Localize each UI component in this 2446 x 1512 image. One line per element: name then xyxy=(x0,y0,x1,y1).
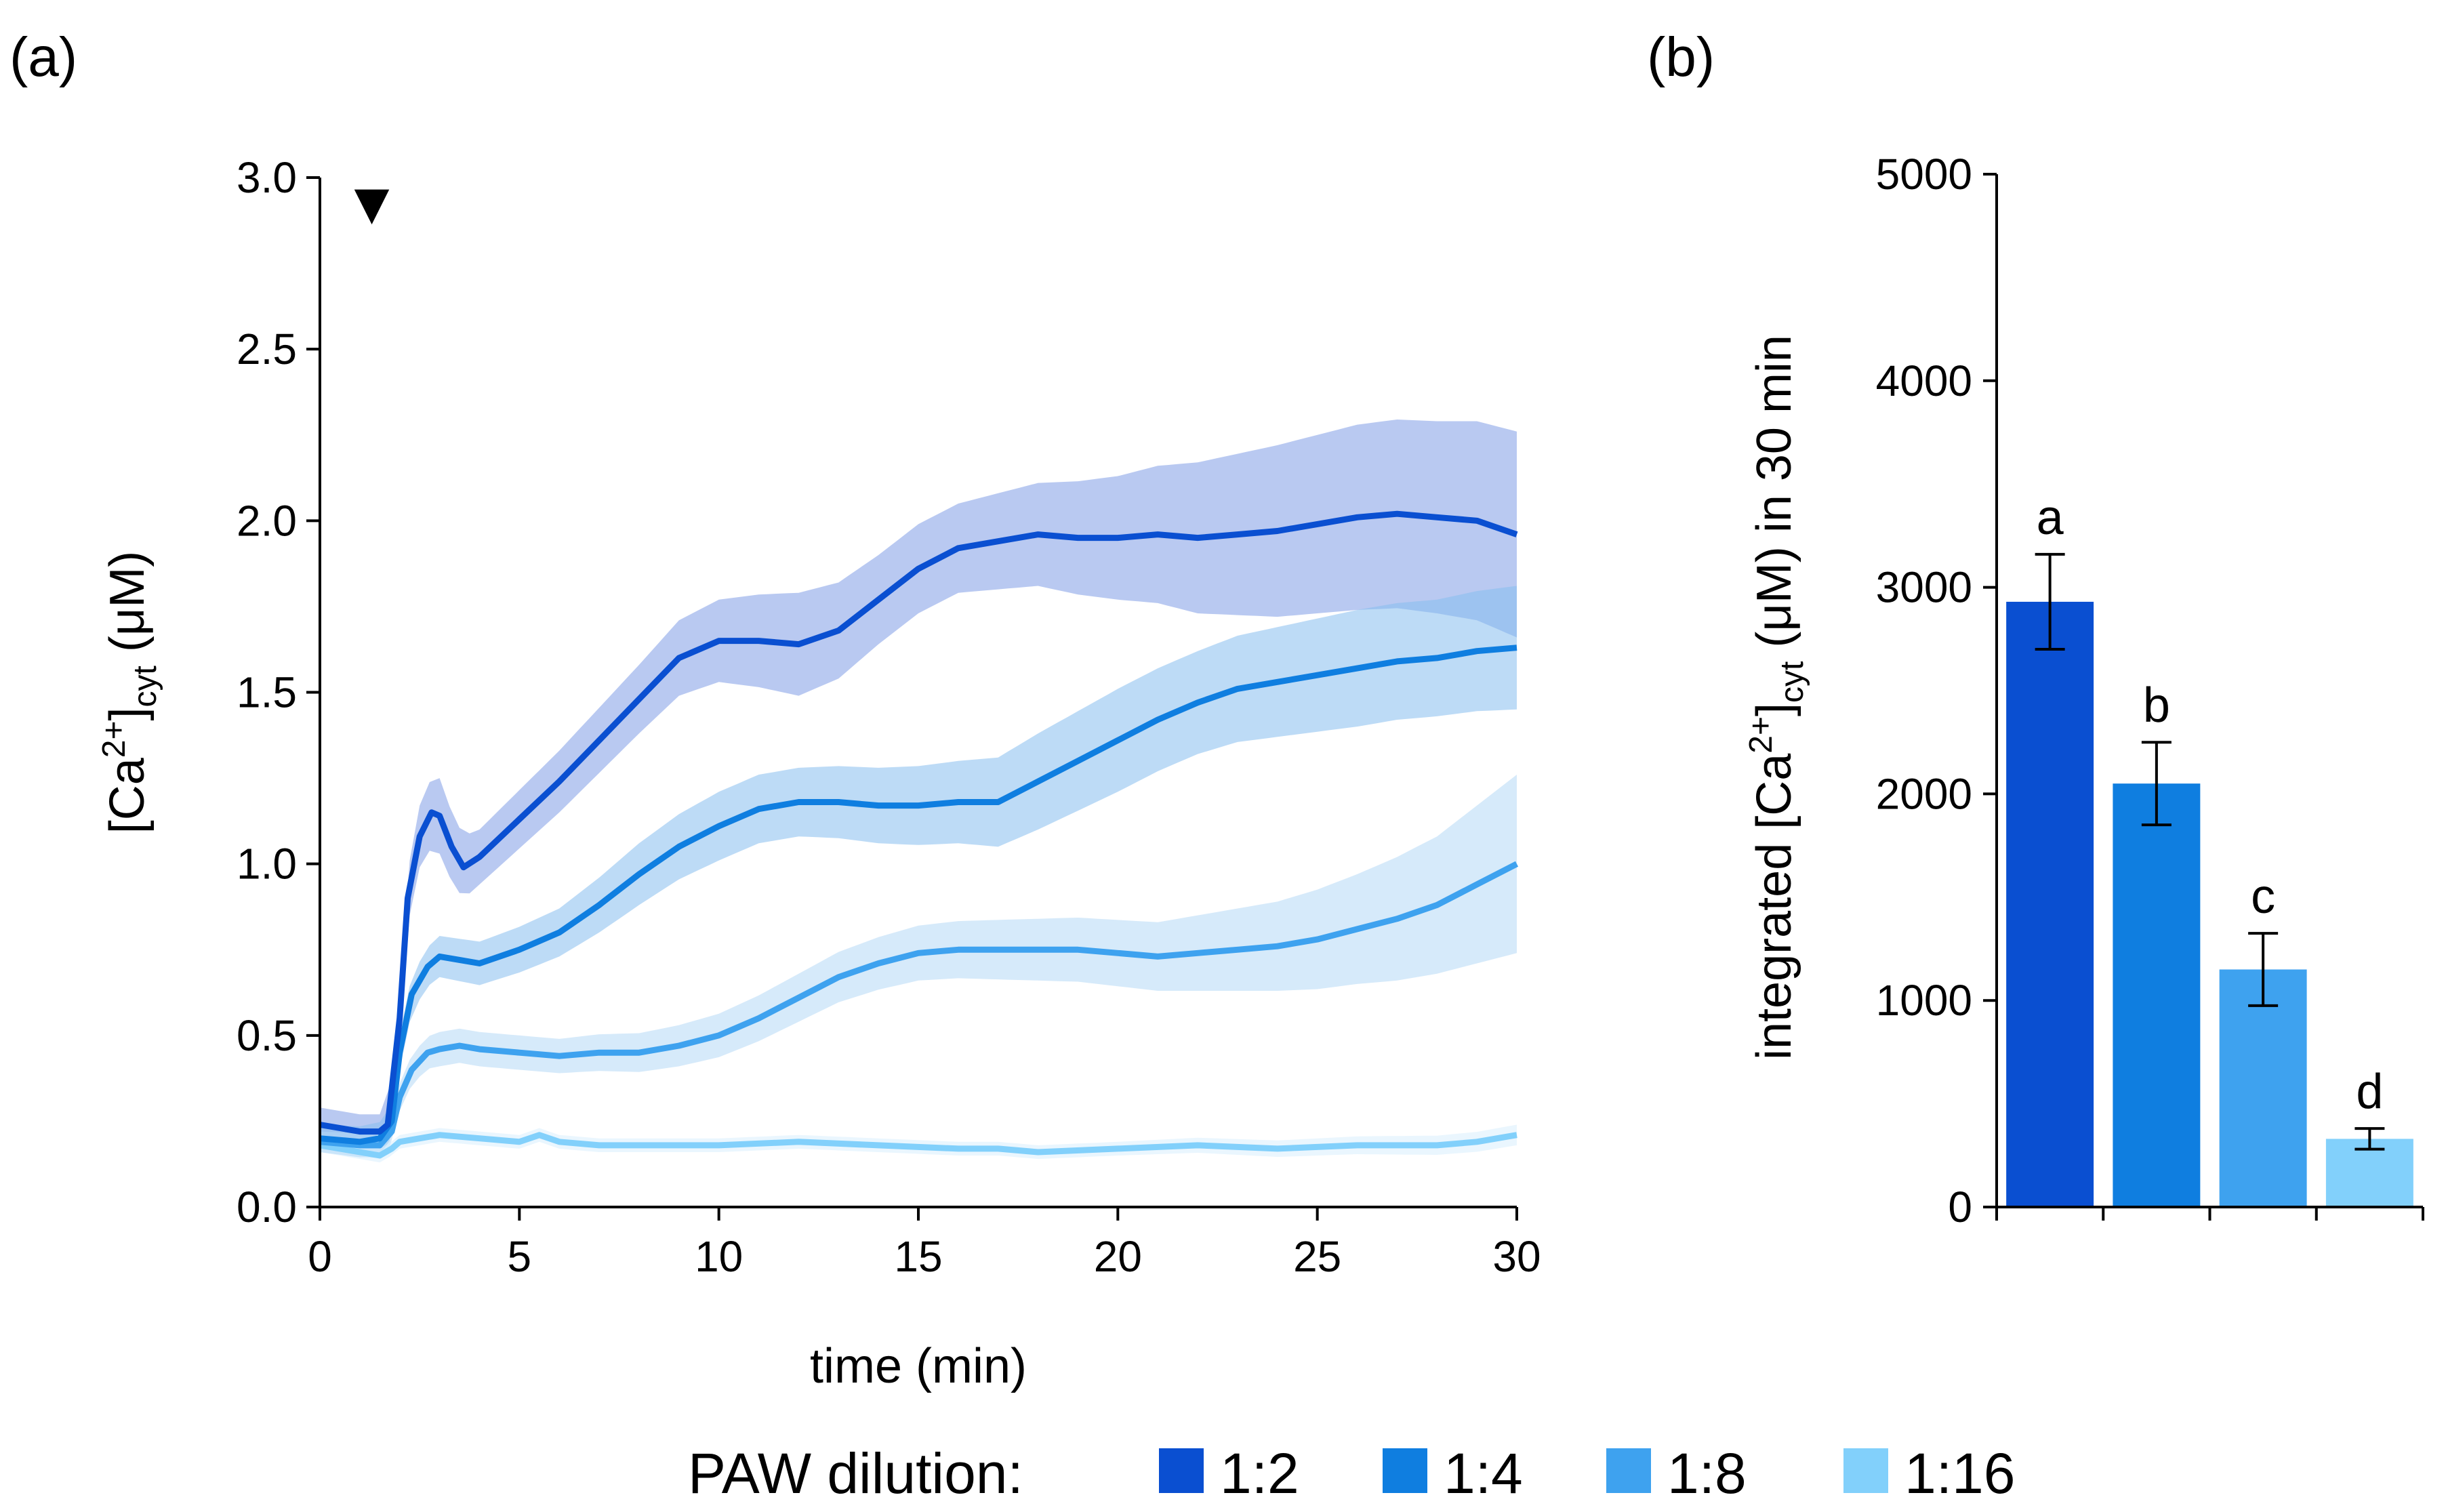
legend-swatch-1-4 xyxy=(1383,1448,1427,1493)
legend-title: PAW dilution: xyxy=(688,1442,1023,1505)
y-tick-label: 0.5 xyxy=(237,1011,297,1060)
bar-1-4 xyxy=(2113,783,2201,1207)
x-tick-label: 20 xyxy=(1094,1232,1142,1281)
y-tick-label: 1.5 xyxy=(237,668,297,717)
y-axis-title: integrated [Ca2+]cyt (μM) in 30 min xyxy=(1743,335,1810,1060)
bar-1-2 xyxy=(2006,601,2094,1207)
series-line-1-16 xyxy=(319,1132,1517,1159)
y-tick-label: 0 xyxy=(1948,1183,1972,1231)
panel-label-a: (a) xyxy=(9,26,77,88)
significance-label: d xyxy=(2356,1065,2383,1119)
x-tick-label: 15 xyxy=(894,1232,942,1281)
treatment-marker-icon: ▼ xyxy=(342,169,401,237)
x-tick-label: 25 xyxy=(1293,1232,1341,1281)
error-band-1-2 xyxy=(320,420,1517,1149)
significance-label: c xyxy=(2251,870,2275,924)
legend-label: 1:4 xyxy=(1444,1442,1523,1505)
series-line-1-2 xyxy=(319,510,1518,1135)
y-tick-label: 5000 xyxy=(1876,150,1972,199)
y-tick-label: 4000 xyxy=(1876,356,1972,405)
series-line-1-4 xyxy=(319,645,1517,1145)
legend-swatch-1-8 xyxy=(1606,1448,1651,1493)
panel-label-b: (b) xyxy=(1647,26,1715,88)
bar-chart-panel: a b c d 0 1000 2000 3000 4000 5000 integrated [Ca2… xyxy=(1743,150,2424,1231)
legend-label: 1:8 xyxy=(1667,1442,1747,1505)
x-tick-label: 30 xyxy=(1492,1232,1541,1281)
y-tick-label: 3000 xyxy=(1876,563,1972,612)
bar-1-8 xyxy=(2219,969,2307,1207)
line-chart-panel: 0.0 0.5 1.0 1.5 2.0 2.5 3.0 0 5 10 15 20 25 30 time (m… xyxy=(96,153,1541,1393)
y-tick-label: 3.0 xyxy=(237,153,297,202)
x-tick-label: 5 xyxy=(508,1232,532,1281)
series-line-1-8 xyxy=(319,861,1519,1149)
x-axis-title: time (min) xyxy=(810,1339,1027,1393)
significance-label: a xyxy=(2037,491,2064,545)
y-tick-label: 2.0 xyxy=(237,496,297,545)
y-axis-title: [Ca2+]cyt (μM) xyxy=(96,551,163,834)
legend-label: 1:2 xyxy=(1220,1442,1299,1505)
legend-swatch-1-16 xyxy=(1843,1448,1888,1493)
significance-label: b xyxy=(2143,678,2170,733)
error-band-1-16 xyxy=(320,1124,1517,1163)
x-tick-label: 10 xyxy=(695,1232,743,1281)
y-tick-label: 1000 xyxy=(1876,976,1972,1025)
legend: PAW dilution: 1:2 1:4 1:8 1:16 xyxy=(688,1442,2016,1505)
error-band-1-8 xyxy=(320,775,1517,1158)
legend-swatch-1-2 xyxy=(1159,1448,1204,1493)
y-tick-label: 2000 xyxy=(1876,769,1972,818)
legend-label: 1:16 xyxy=(1904,1442,2016,1505)
y-tick-label: 1.0 xyxy=(237,840,297,888)
x-tick-label: 0 xyxy=(308,1232,332,1281)
error-band-1-4 xyxy=(320,586,1517,1158)
y-tick-label: 2.5 xyxy=(237,325,297,373)
y-tick-label: 0.0 xyxy=(237,1183,297,1231)
